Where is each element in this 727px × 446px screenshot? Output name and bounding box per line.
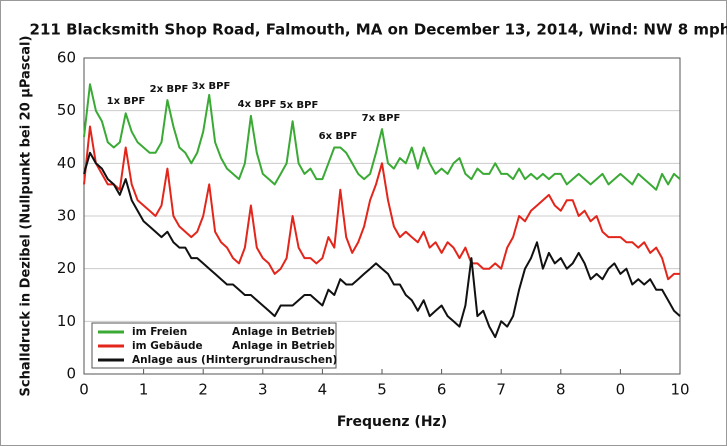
x-tick-label: 4 [318, 381, 328, 399]
y-tick-label: 50 [57, 101, 76, 119]
legend-box [91, 322, 337, 369]
series-line [83, 125, 680, 281]
legend-label: im Gebäude [132, 340, 203, 352]
x-tick-label: 8 [556, 381, 566, 399]
y-tick-label: 0 [66, 365, 76, 383]
x-tick-label: 0 [79, 381, 89, 399]
annotation: 5x BPF [280, 100, 319, 111]
annotation: 4x BPF [238, 99, 277, 110]
x-axis-label: Frequenz (Hz) [337, 414, 447, 430]
legend-label: Anlage aus (Hintergrundrauschen) [132, 354, 337, 366]
y-tick-label: 60 [57, 49, 76, 67]
y-tick-label: 10 [57, 312, 76, 330]
y-tick-label: 40 [57, 154, 76, 172]
x-tick-label: 7 [496, 381, 506, 399]
legend-status: Anlage in Betrieb [232, 326, 335, 338]
x-tick-label: 2 [198, 381, 208, 399]
annotation: 7x BPF [362, 113, 401, 124]
x-tick-label: 3 [258, 381, 268, 399]
legend-label: im Freien [132, 326, 187, 338]
series-line [83, 83, 681, 191]
y-axis-label: Schalldruck in Dezibel (Nullpunkt bei 20… [19, 36, 34, 397]
x-tick-label: 6 [437, 381, 447, 399]
annotation: 3x BPF [192, 81, 231, 92]
chart-title: 211 Blacksmith Shop Road, Falmouth, MA o… [30, 21, 727, 39]
annotation: 6x BPF [319, 131, 358, 142]
x-tick-label: 0 [616, 381, 626, 399]
y-tick-label: 20 [57, 259, 76, 277]
series-line [83, 151, 681, 339]
y-tick-label: 30 [57, 207, 76, 225]
annotation: 2x BPF [150, 84, 189, 95]
x-tick-label: 5 [377, 381, 387, 399]
x-tick-label: 10 [670, 381, 689, 399]
plot-area [83, 57, 681, 375]
legend-status: Anlage in Betrieb [232, 340, 335, 352]
annotation: 1x BPF [107, 96, 146, 107]
x-tick-label: 1 [139, 381, 149, 399]
